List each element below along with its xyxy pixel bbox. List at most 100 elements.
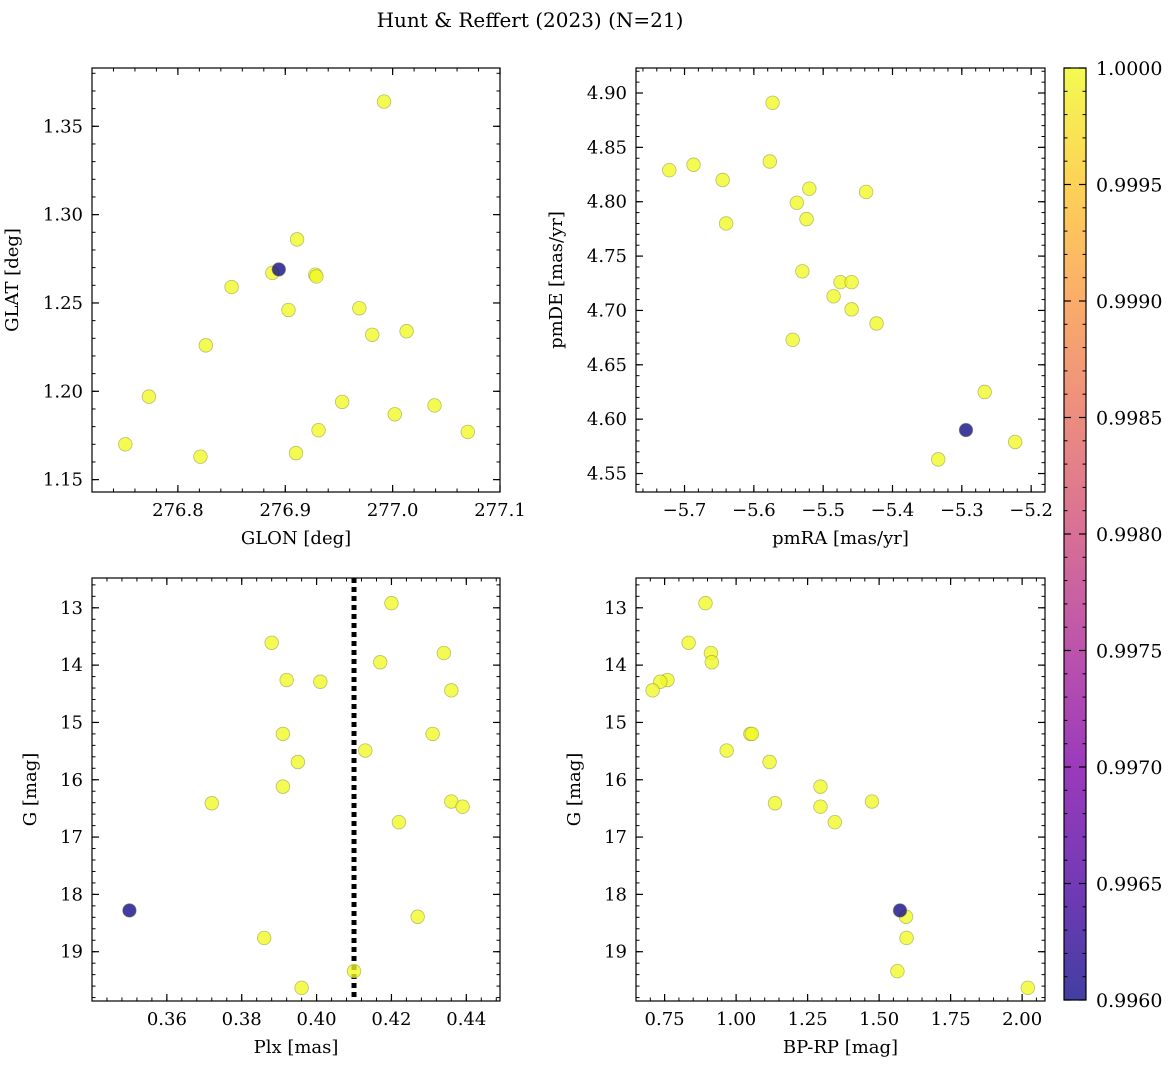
- y-tick-label: 14: [604, 655, 627, 676]
- y-axis-label: GLAT [deg]: [2, 228, 23, 332]
- scatter-point: [1020, 980, 1036, 996]
- scatter-point: [281, 302, 296, 318]
- scatter-point: [645, 683, 660, 698]
- y-tick-label: 4.60: [587, 409, 627, 430]
- scatter-point: [289, 232, 305, 247]
- y-tick-label: 4.85: [587, 137, 627, 158]
- axes-frame: [635, 577, 1046, 1002]
- x-tick-label: 277.0: [367, 500, 419, 521]
- scatter-point: [193, 449, 208, 464]
- scatter-point: [719, 743, 734, 758]
- y-tick-label: 1.35: [43, 116, 83, 137]
- x-tick-label: 0.36: [147, 1009, 187, 1030]
- y-tick-label: 4.80: [587, 192, 627, 213]
- scatter-point: [387, 407, 402, 422]
- scatter-point: [869, 316, 884, 331]
- scatter-point: [290, 754, 306, 770]
- scatter-point: [118, 437, 133, 452]
- y-tick-label: 13: [60, 598, 83, 619]
- scatter-point: [376, 94, 392, 109]
- scatter-point: [275, 726, 291, 742]
- scatter-point: [334, 394, 350, 410]
- scatter-point: [288, 445, 304, 461]
- scatter-point: [455, 799, 470, 814]
- x-tick-label: 0.42: [371, 1009, 411, 1030]
- y-tick-label: 19: [604, 942, 627, 963]
- scatter-point: [789, 195, 805, 211]
- y-tick-label: 1.30: [43, 205, 83, 226]
- scatter-point: [264, 635, 279, 650]
- scatter-point: [425, 726, 440, 742]
- colorbar-tick-label: 1.0000: [1096, 58, 1162, 80]
- x-tick-label: −5.7: [663, 500, 707, 521]
- scatter-point: [460, 424, 475, 440]
- scatter-point: [767, 796, 783, 811]
- x-tick-label: −5.2: [1009, 500, 1053, 521]
- scatter-point: [271, 262, 287, 277]
- scatter-point: [827, 814, 842, 830]
- x-tick-label: 1.25: [788, 1009, 828, 1030]
- x-tick-label: 0.75: [645, 1009, 685, 1030]
- scatter-point: [204, 796, 219, 811]
- scatter-point: [858, 184, 874, 200]
- scatter-point: [399, 324, 414, 339]
- scatter-point: [662, 162, 677, 178]
- scatter-point: [977, 384, 992, 400]
- scatter-point: [224, 279, 239, 295]
- y-tick-label: 15: [60, 712, 83, 733]
- x-axis-label: BP-RP [mag]: [783, 1037, 898, 1058]
- scatter-point: [279, 672, 294, 688]
- y-tick-label: 14: [60, 655, 83, 676]
- y-tick-label: 16: [604, 770, 627, 791]
- scatter-point: [864, 794, 880, 809]
- scatter-point: [198, 338, 214, 353]
- scatter-point: [813, 779, 828, 794]
- scatter-point: [352, 301, 367, 316]
- y-tick-label: 4.55: [587, 464, 627, 485]
- x-tick-label: 1.50: [859, 1009, 899, 1030]
- scatter-point: [294, 980, 309, 996]
- scatter-point: [715, 172, 730, 188]
- y-tick-label: 13: [604, 598, 627, 619]
- y-axis-label: G [mag]: [564, 753, 585, 826]
- scatter-panel-2: −5.7 −5.6 −5.5 −5.4 −5.3 −5.2 4.55 4.60 4.65 4.70…: [546, 67, 1053, 549]
- axes-frame: [635, 67, 1046, 493]
- scatter-point: [373, 655, 388, 670]
- scatter-point: [681, 635, 696, 650]
- scatter-panel-1: 276.8 276.9 277.0 277.1 1.15 1.20 1.25 1.30 1.35…: [2, 67, 526, 549]
- scatter-point: [358, 743, 373, 758]
- scatter-point: [744, 726, 760, 742]
- y-tick-label: 19: [60, 942, 83, 963]
- y-tick-label: 18: [60, 884, 83, 905]
- scatter-point: [309, 269, 324, 284]
- y-tick-label: 15: [604, 712, 627, 733]
- scatter-point: [365, 327, 380, 342]
- scatter-point: [346, 963, 362, 979]
- x-tick-label: 0.38: [222, 1009, 262, 1030]
- scatter-point: [802, 181, 817, 196]
- x-tick-label: −5.5: [801, 500, 845, 521]
- scatter-point: [899, 930, 914, 946]
- scatter-point: [444, 683, 459, 698]
- y-tick-label: 4.90: [587, 83, 627, 104]
- x-tick-label: 276.8: [152, 500, 204, 521]
- scatter-point: [765, 95, 780, 110]
- y-axis-label: pmDE [mas/yr]: [546, 211, 567, 349]
- scatter-point: [892, 903, 908, 918]
- x-tick-label: 0.40: [297, 1009, 337, 1030]
- scatter-point: [826, 289, 841, 304]
- y-tick-label: 17: [604, 827, 627, 848]
- colorbar-tick-label: 0.9965: [1096, 874, 1162, 896]
- scatter-point: [718, 216, 734, 231]
- y-tick-label: 16: [60, 770, 83, 791]
- scatter-point: [122, 903, 137, 918]
- y-tick-label: 1.25: [43, 293, 83, 314]
- scatter-point: [311, 422, 326, 438]
- y-tick-label: 1.15: [43, 470, 83, 491]
- y-tick-label: 18: [604, 884, 627, 905]
- scatter-point: [1007, 434, 1023, 450]
- scatter-panel-3: 0.36 0.38 0.40 0.42 0.44 13 14 15 16 17 18 19 Plx [m…: [20, 577, 501, 1058]
- scatter-point: [844, 302, 859, 317]
- scatter-point: [256, 930, 272, 946]
